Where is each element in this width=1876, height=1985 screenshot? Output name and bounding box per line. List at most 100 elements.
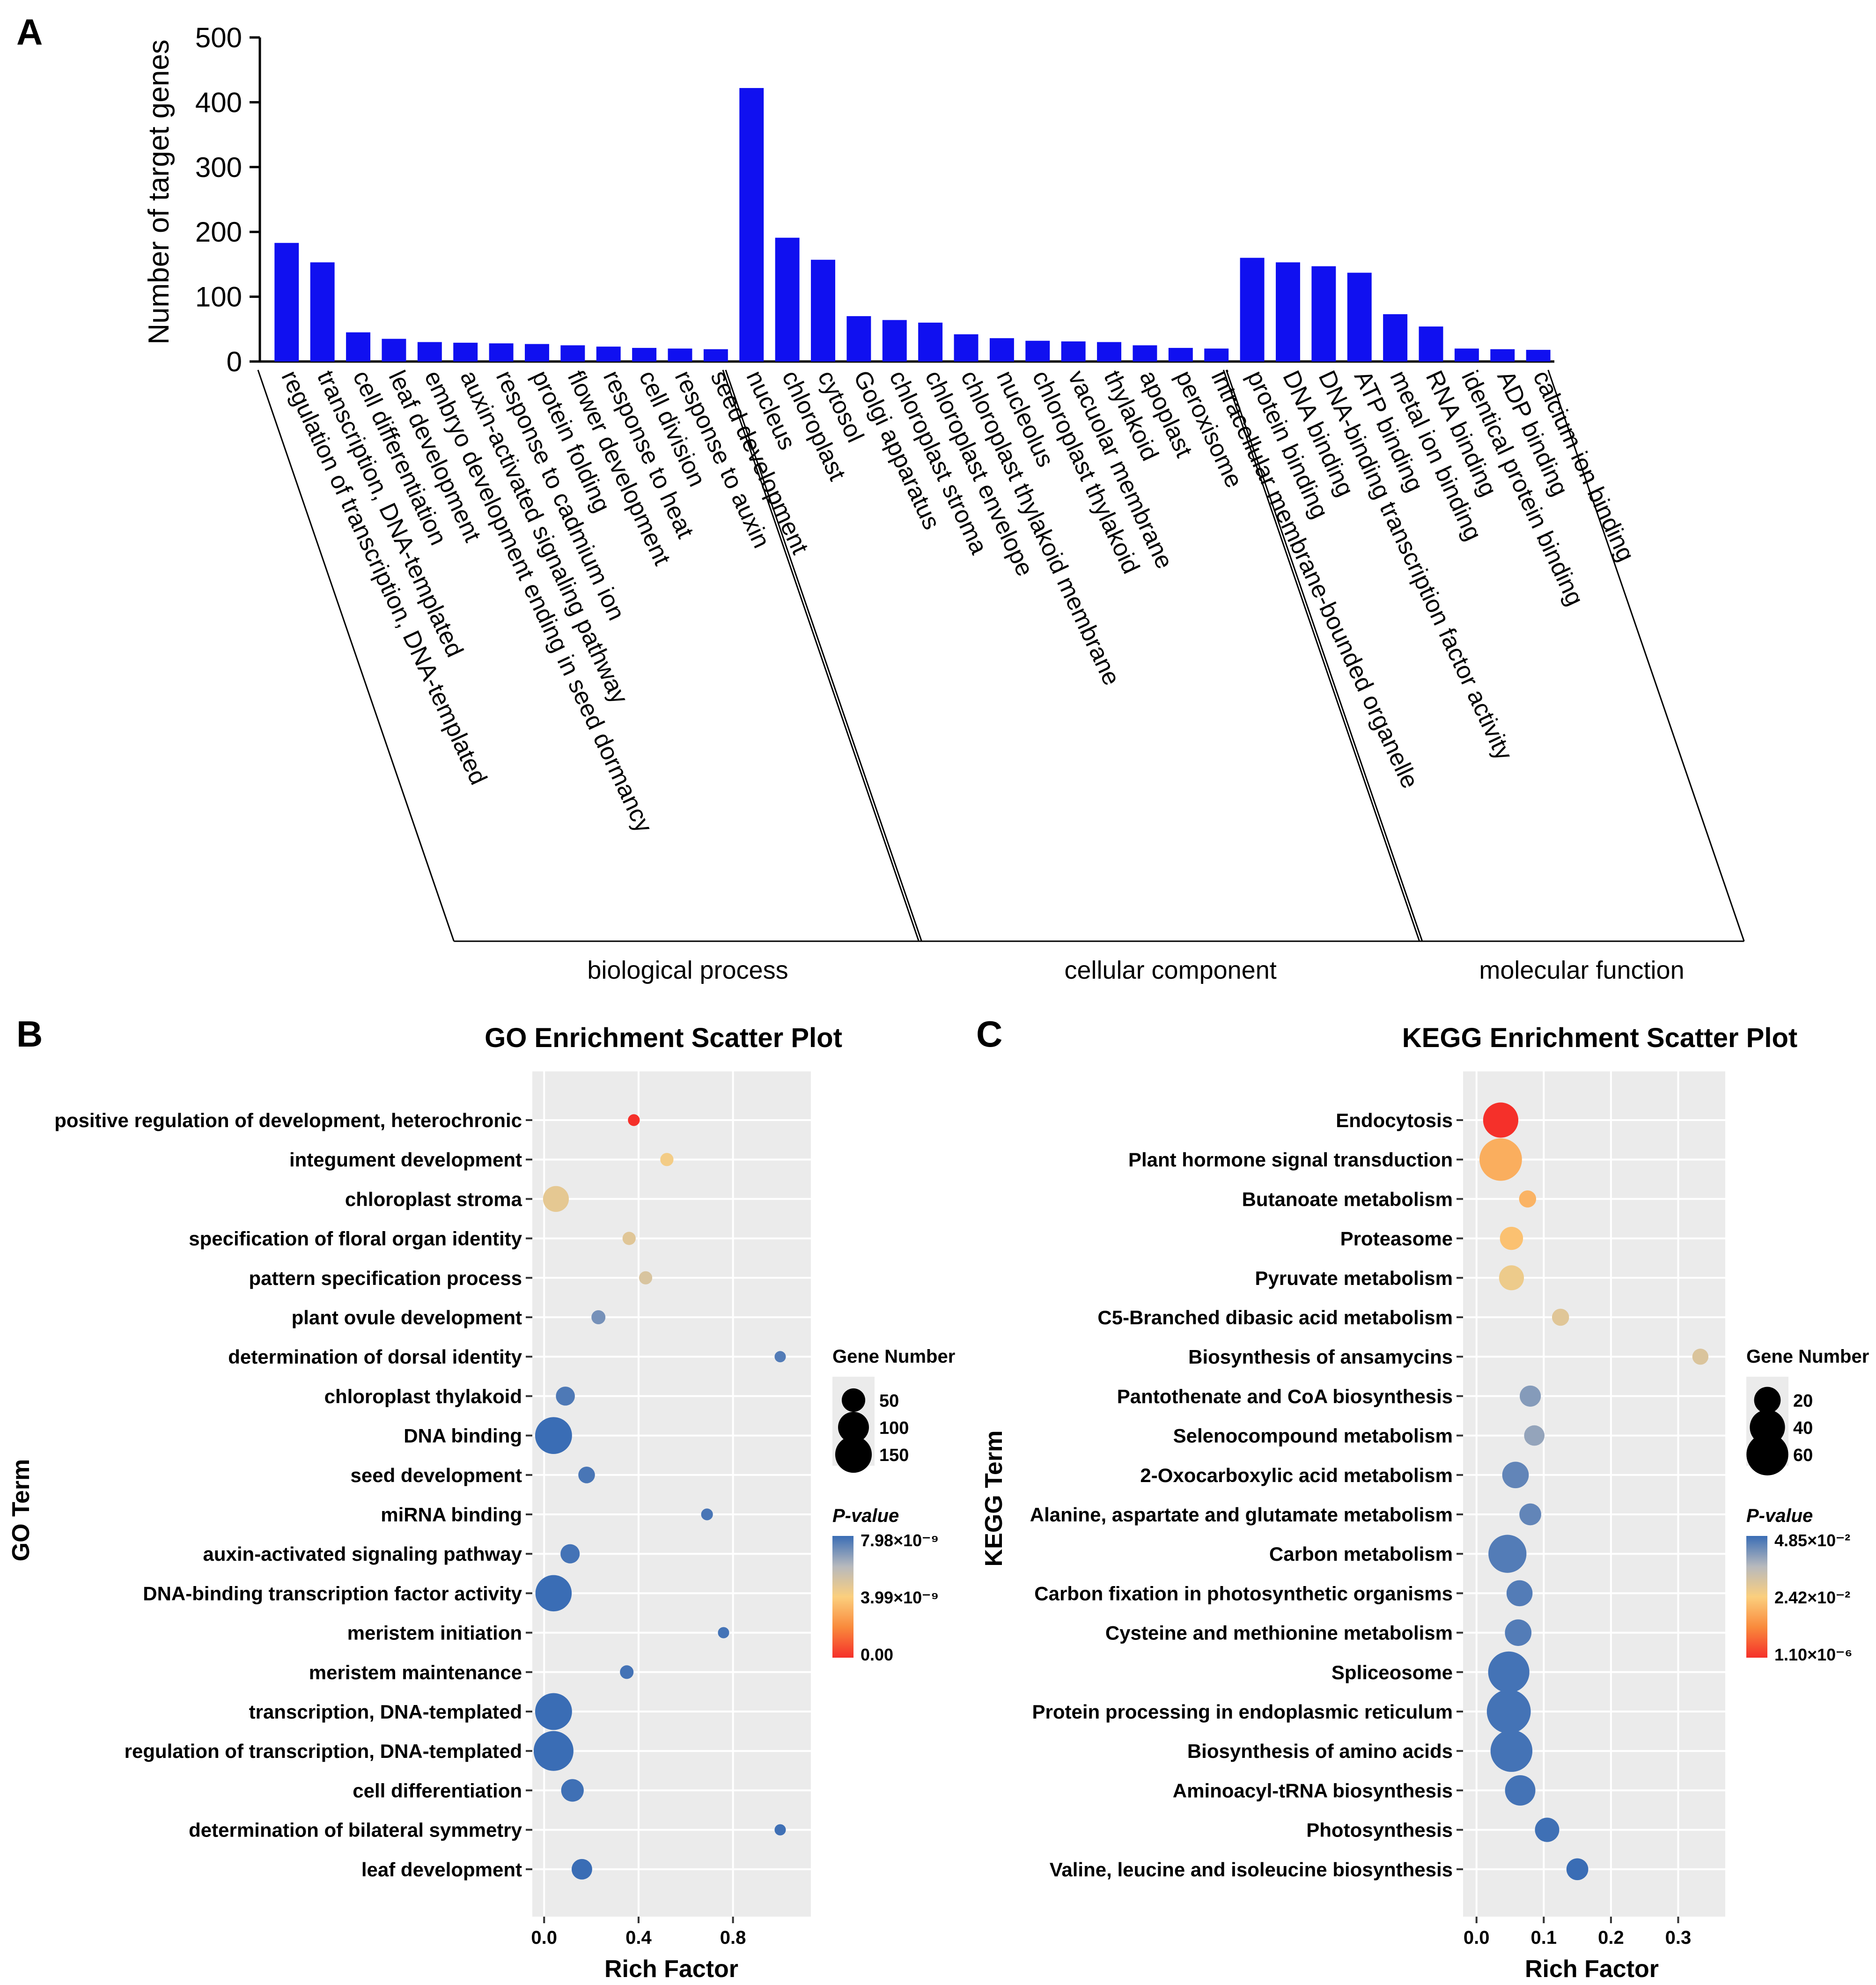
data-point — [1506, 1580, 1533, 1607]
bar-y-tick-label: 200 — [195, 216, 242, 248]
color-legend-title: P-value — [832, 1505, 899, 1526]
term-label: Carbon fixation in photosynthetic organi… — [1034, 1582, 1453, 1604]
term-label: 2-Oxocarboxylic acid metabolism — [1140, 1464, 1453, 1486]
term-label: Selenocompound metabolism — [1173, 1425, 1453, 1447]
data-point — [1524, 1425, 1545, 1446]
bar-y-ticks: 0 100 200 300 400 500 — [195, 22, 260, 377]
go-scatter-title: GO Enrichment Scatter Plot — [485, 1023, 842, 1053]
bar — [954, 334, 978, 362]
kegg-y-axis-label: KEGG Term — [980, 1431, 1008, 1567]
data-point — [1488, 1535, 1527, 1573]
term-label: determination of dorsal identity — [228, 1346, 522, 1368]
bar — [1526, 350, 1551, 362]
data-point — [561, 1779, 584, 1802]
bar — [668, 348, 692, 362]
bar — [882, 320, 907, 362]
term-label: DNA-binding transcription factor activit… — [143, 1582, 522, 1604]
size-legend-circle — [1746, 1433, 1788, 1476]
go-plot-background — [532, 1071, 811, 1917]
data-point — [1552, 1308, 1569, 1326]
go-x-axis-label: Rich Factor — [604, 1955, 738, 1983]
data-point — [774, 1351, 786, 1363]
color-legend-label: 2.42×10⁻² — [1774, 1588, 1850, 1607]
data-point — [622, 1232, 636, 1245]
data-point — [1488, 1651, 1530, 1693]
bar — [596, 347, 621, 362]
term-label: regulation of transcription, DNA-templat… — [125, 1740, 522, 1762]
term-label: Cysteine and methionine metabolism — [1105, 1622, 1453, 1644]
term-label: Pantothenate and CoA biosynthesis — [1117, 1385, 1453, 1407]
data-point — [639, 1271, 653, 1284]
kegg-scatter-title: KEGG Enrichment Scatter Plot — [1402, 1023, 1797, 1053]
term-label: leaf development — [361, 1859, 522, 1881]
go-term-labels: positive regulation of development, hete… — [54, 1109, 532, 1881]
data-point — [774, 1824, 786, 1836]
term-label: pattern specification process — [249, 1267, 522, 1289]
bar-y-tick-label: 400 — [195, 87, 242, 118]
panel-a-letter: A — [16, 11, 43, 52]
data-point — [628, 1114, 640, 1126]
group-bracket-left — [722, 369, 920, 942]
color-legend-bar — [1746, 1536, 1767, 1658]
bar — [775, 237, 800, 362]
bar — [1347, 273, 1372, 362]
x-tick-label: 0.8 — [720, 1927, 746, 1948]
data-point — [1535, 1817, 1560, 1842]
bar — [310, 262, 335, 362]
data-point — [1486, 1690, 1531, 1734]
data-point — [556, 1387, 575, 1406]
term-label: Biosynthesis of ansamycins — [1188, 1346, 1453, 1368]
data-point — [620, 1665, 634, 1679]
data-point — [533, 1731, 574, 1771]
group-bracket-right — [725, 369, 922, 942]
data-point — [718, 1627, 729, 1638]
group-bracket-left — [1222, 369, 1420, 942]
bar — [489, 343, 514, 362]
data-point — [1566, 1858, 1589, 1881]
term-label: Spliceosome — [1332, 1661, 1453, 1683]
panel-c-letter: C — [976, 1013, 1002, 1055]
bar — [739, 88, 764, 362]
x-tick-label: 0.2 — [1598, 1927, 1624, 1948]
color-legend-bar — [832, 1536, 853, 1658]
go-points — [533, 1114, 786, 1880]
bar — [417, 342, 442, 362]
size-legend-circle — [838, 1412, 869, 1443]
group-bracket-right — [1547, 369, 1745, 942]
bar — [524, 344, 549, 362]
bar — [1097, 342, 1122, 362]
bar — [1168, 347, 1193, 362]
term-label: Photosynthesis — [1306, 1819, 1453, 1841]
bar — [846, 316, 871, 362]
data-point — [701, 1508, 713, 1520]
bar — [1240, 258, 1265, 362]
bar — [1419, 326, 1443, 362]
color-legend-label: 1.10×10⁻⁶ — [1774, 1645, 1853, 1664]
panel-a-bar-chart: A Number of target genes 0 100 200 300 400 50… — [16, 11, 1745, 984]
data-point — [1499, 1265, 1524, 1291]
term-label: chloroplast stroma — [345, 1188, 522, 1210]
bar-group-brackets: biological process cellular component mole… — [257, 369, 1745, 984]
term-label: Protein processing in endoplasmic reticu… — [1032, 1701, 1453, 1723]
bar — [346, 332, 371, 362]
x-tick-label: 0.1 — [1531, 1927, 1557, 1948]
bar — [1133, 345, 1157, 362]
bar — [1061, 341, 1086, 362]
term-label: Alanine, aspartate and glutamate metabol… — [1030, 1504, 1453, 1526]
x-tick-label: 0.3 — [1665, 1927, 1692, 1948]
group-bracket-right — [1225, 369, 1423, 942]
bar — [1490, 349, 1515, 362]
term-label: chloroplast thylakoid — [324, 1385, 522, 1407]
term-label: determination of bilateral symmetry — [189, 1819, 522, 1841]
term-label: integument development — [289, 1149, 522, 1171]
data-point — [1502, 1461, 1529, 1489]
bar — [1454, 348, 1479, 362]
size-legend-label: 40 — [1793, 1418, 1813, 1438]
group-label: molecular function — [1479, 956, 1684, 984]
bar — [560, 345, 585, 362]
data-point — [560, 1544, 580, 1564]
bar — [274, 243, 299, 362]
data-point — [535, 1417, 572, 1454]
x-tick-label: 0.4 — [625, 1927, 652, 1948]
x-tick-label: 0.0 — [531, 1927, 557, 1948]
